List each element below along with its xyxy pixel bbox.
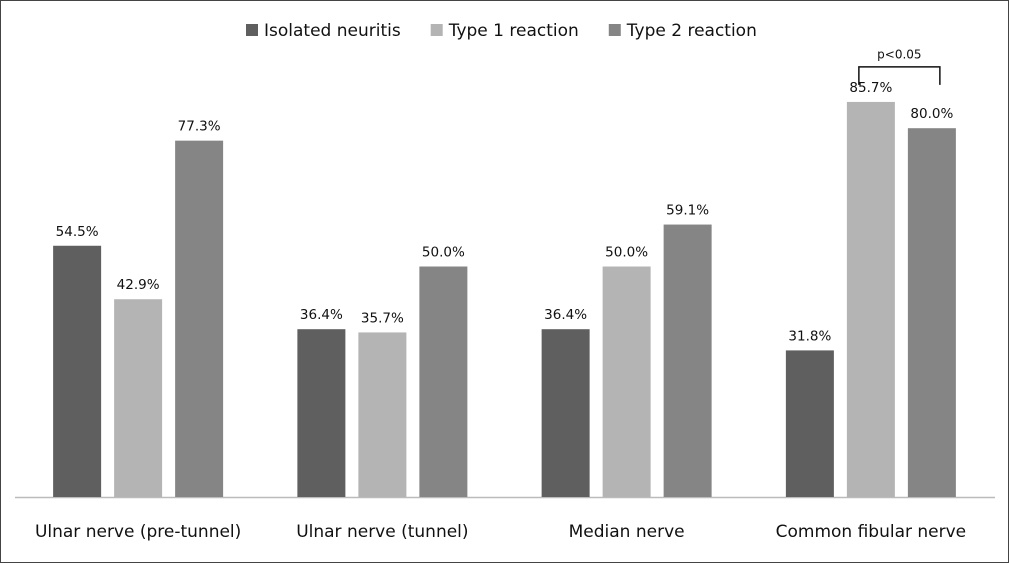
value-label: 36.4% — [300, 307, 343, 323]
x-tick-label: Ulnar nerve (tunnel) — [296, 522, 468, 542]
value-label: 54.5% — [56, 224, 99, 240]
value-label: 77.3% — [178, 119, 221, 135]
bar — [297, 329, 346, 497]
bar — [907, 128, 956, 497]
x-tick-label: Median nerve — [569, 522, 685, 542]
bar — [53, 245, 102, 497]
bar — [358, 332, 407, 497]
bar — [785, 350, 834, 497]
x-tick-label: Ulnar nerve (pre-tunnel) — [35, 522, 241, 542]
value-label: 80.0% — [910, 106, 953, 122]
bar — [114, 299, 163, 497]
x-tick-label: Common fibular nerve — [776, 522, 967, 542]
legend-label: Isolated neuritis — [264, 21, 401, 41]
legend-swatch — [430, 24, 443, 36]
bar — [846, 101, 895, 497]
value-label: 31.8% — [788, 328, 831, 344]
legend-label: Type 2 reaction — [626, 21, 757, 41]
bar — [419, 266, 468, 497]
bar — [663, 224, 712, 497]
value-label: 42.9% — [117, 277, 160, 293]
bar — [175, 140, 224, 497]
legend-swatch — [608, 24, 621, 36]
value-label: 35.7% — [361, 310, 404, 326]
bar — [541, 329, 590, 497]
annotation: p<0.05 — [877, 47, 921, 61]
value-label: 50.0% — [605, 245, 648, 261]
value-label: 50.0% — [422, 245, 465, 261]
value-label: 85.7% — [849, 80, 892, 96]
legend-label: Type 1 reaction — [448, 21, 579, 41]
annotation-bracket — [858, 66, 941, 85]
legend-swatch — [246, 24, 258, 36]
value-label: 59.1% — [666, 203, 709, 219]
bar — [602, 266, 651, 497]
value-label: 36.4% — [544, 307, 587, 323]
